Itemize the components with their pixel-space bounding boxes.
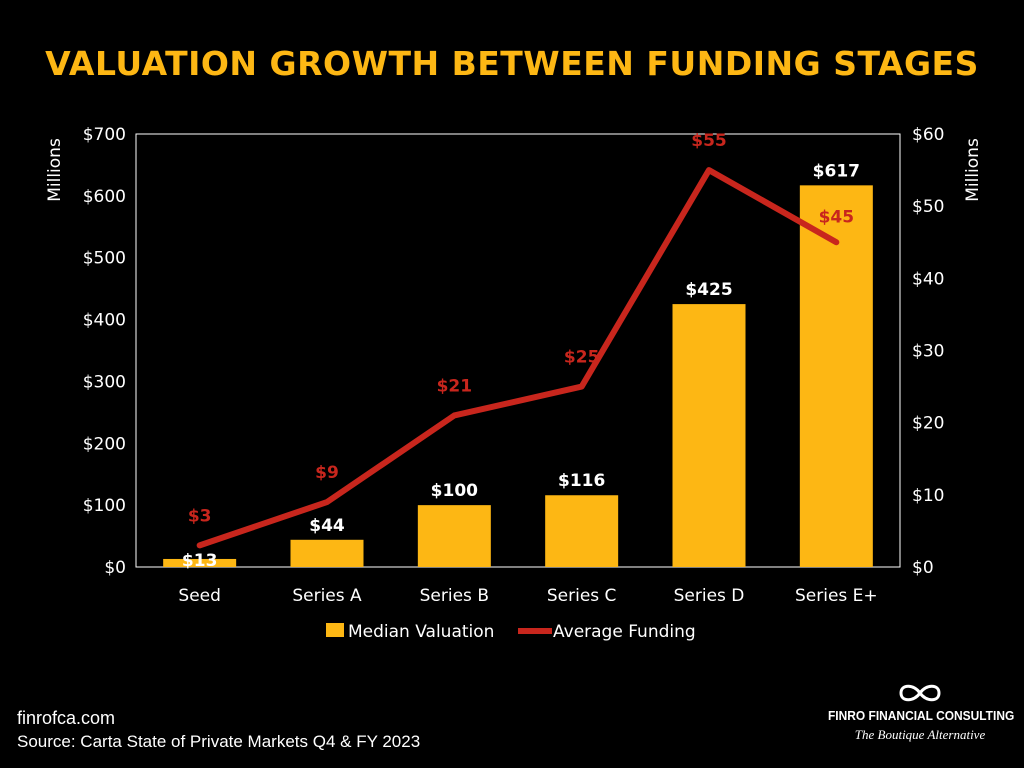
brand-block: FINRO FINANCIAL CONSULTING The Boutique … [820,682,1020,743]
legend-label-average-funding: Average Funding [553,622,696,642]
line-data-label: $3 [188,506,212,526]
y-right-tick-label: $50 [912,197,944,217]
y-left-tick-label: $500 [83,249,126,269]
bar-data-label: $100 [431,481,478,501]
chart-title: VALUATION GROWTH BETWEEN FUNDING STAGES [45,44,979,83]
brand-name: FINRO FINANCIAL CONSULTING [828,708,1015,723]
x-tick-label: Seed [178,586,221,606]
x-tick-label: Series D [674,586,745,606]
y-left-tick-label: $0 [104,558,126,578]
bar [163,558,237,567]
y-left-tick-label: $100 [83,496,126,516]
line-point [579,384,584,389]
footer-website[interactable]: finrofca.com [17,708,116,728]
y-right-tick-label: $10 [912,486,944,506]
y-right-tick-label: $60 [912,125,944,145]
line-point [197,543,202,548]
line-point [452,413,457,418]
bar [672,304,746,567]
footer-source: Source: Carta State of Private Markets Q… [17,732,421,751]
line-point [834,240,839,245]
line-data-label: $55 [691,131,727,151]
bar-data-label: $44 [309,516,345,536]
y-right-tick-label: $40 [912,269,944,289]
y-right-tick-label: $0 [912,558,934,578]
plot-area-frame [135,133,901,568]
legend-label-median-valuation: Median Valuation [348,622,494,642]
y-left-tick-label: $200 [83,434,126,454]
x-tick-label: Series B [420,586,489,606]
y-left-tick-label: $600 [83,187,126,207]
y-left-tick-label: $700 [83,125,126,145]
bar-data-label: $116 [558,471,605,491]
bar [417,505,491,567]
bar-data-label: $617 [813,161,860,181]
brand-tagline: The Boutique Alternative [854,727,986,742]
x-tick-label: Series E+ [795,586,878,606]
infinity-icon [899,684,941,702]
y-right-tick-label: $20 [912,414,944,434]
bar [290,539,364,567]
y-right-tick-label: $30 [912,342,944,362]
y-left-tick-label: $300 [83,372,126,392]
line-point [707,168,711,173]
combo-chart: $0 $100 $200 $300 $400 $500 $600 $700 $0 $10 $20 $3… [45,125,983,642]
bar-data-label: $425 [685,280,732,300]
line-data-label: $25 [564,348,600,368]
y-left-axis-label: Millions [45,138,65,202]
bar-data-label: $13 [182,551,218,571]
line-data-label: $21 [437,376,473,396]
y-right-axis-label: Millions [963,138,983,202]
y-left-tick-label: $400 [83,311,126,331]
line-series-average-funding [196,167,840,549]
x-tick-label: Series A [292,586,362,606]
x-tick-label: Series C [547,586,617,606]
bar [545,495,619,567]
line-point [325,500,329,505]
line-data-label: $9 [315,463,339,483]
line-data-label: $45 [819,207,855,227]
bar [799,185,873,567]
legend-swatch-median-valuation [326,623,344,637]
